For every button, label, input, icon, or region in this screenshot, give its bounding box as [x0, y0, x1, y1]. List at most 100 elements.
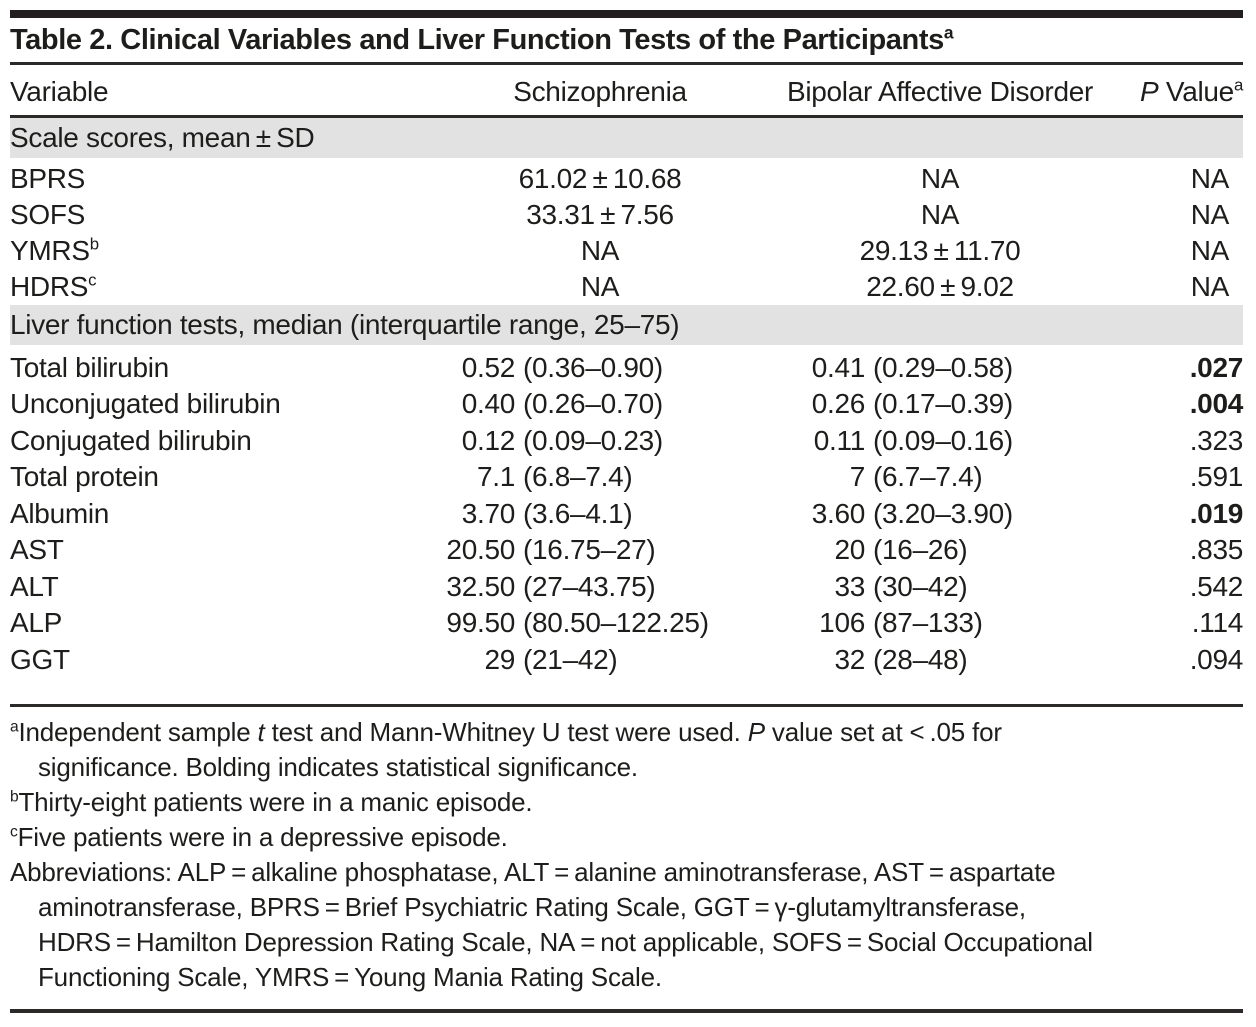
divider-above-footnotes — [10, 704, 1243, 707]
cell-bipolar: 0.26 (0.17–0.39) — [811, 388, 1014, 420]
table-row: Conjugated bilirubin 0.12 (0.09–0.23) 0.1… — [10, 423, 1243, 460]
cell-variable: Total bilirubin — [10, 351, 169, 383]
cell-bipolar: 106 (87–133) — [819, 607, 983, 639]
pvalue-footnote-marker: a — [1233, 75, 1243, 95]
section-row-scale-scores: Scale scores, mean ± SD — [10, 117, 1243, 158]
cell-variable: ALP — [10, 607, 63, 639]
column-header-row: Variable Schizophrenia Bipolar Affective… — [10, 65, 1243, 115]
cell-schizophrenia: 0.12 (0.09–0.23) — [461, 424, 664, 456]
table-row: HDRSc NA 22.60 ± 9.02 NA — [10, 269, 1243, 305]
table-title-footnote-marker: a — [943, 22, 954, 43]
cell-variable: AST — [10, 534, 64, 566]
cell-schizophrenia: 32.50 (27–43.75) — [446, 570, 656, 602]
cell-pvalue: .835 — [1189, 534, 1244, 566]
cell-variable: Unconjugated bilirubin — [10, 388, 281, 420]
cell-variable: SOFS — [10, 198, 86, 230]
cell-schizophrenia: NA — [580, 234, 620, 266]
cell-schizophrenia: 0.40 (0.26–0.70) — [461, 388, 664, 420]
abbreviations-line2: aminotransferase, BPRS = Brief Psychiatr… — [38, 892, 1026, 922]
table-row: ALP 99.50 (80.50–122.25) 106 (87–133) .114 — [10, 605, 1243, 642]
cell-schizophrenia: 29 (21–42) — [484, 643, 618, 675]
cell-pvalue: .591 — [1189, 461, 1244, 493]
cell-bipolar: 33 (30–42) — [834, 570, 968, 602]
cell-pvalue: .019 — [1189, 497, 1244, 529]
footnote-a-line2: significance. Bolding indicates statisti… — [38, 752, 638, 782]
cell-schizophrenia: 33.31 ± 7.56 — [526, 198, 674, 230]
footnote-a-line1: aIndependent sample t test and Mann-Whit… — [10, 717, 1002, 747]
footnote-b-marker: b — [10, 788, 19, 806]
cell-schizophrenia: 99.50 (80.50–122.25) — [446, 607, 709, 639]
cell-bipolar: NA — [920, 162, 960, 194]
cell-bipolar: 7 (6.7–7.4) — [849, 461, 983, 493]
cell-pvalue: NA — [1190, 234, 1230, 266]
cell-pvalue: NA — [1190, 162, 1230, 194]
cell-schizophrenia: 7.1 (6.8–7.4) — [476, 461, 633, 493]
table-row: GGT 29 (21–42) 32 (28–48) .094 — [10, 642, 1243, 679]
scale-scores-rows: BPRS 61.02 ± 10.68 NA NA SOFS 33.31 ± 7.… — [10, 161, 1243, 305]
cell-schizophrenia: NA — [580, 270, 620, 302]
table-top-border — [10, 10, 1243, 18]
footnote-c: cFive patients were in a depressive epis… — [10, 822, 508, 852]
footnote-b: bThirty-eight patients were in a manic e… — [10, 787, 533, 817]
cell-pvalue: .542 — [1189, 570, 1244, 602]
row-footnote-marker: c — [88, 270, 97, 290]
cell-variable: Albumin — [10, 497, 110, 529]
table-row: SOFS 33.31 ± 7.56 NA NA — [10, 197, 1243, 233]
cell-variable: YMRSb — [10, 234, 99, 266]
cell-bipolar: NA — [920, 198, 960, 230]
section-label: Scale scores, mean ± SD — [10, 121, 315, 153]
cell-schizophrenia: 3.70 (3.6–4.1) — [461, 497, 633, 529]
cell-schizophrenia: 0.52 (0.36–0.90) — [461, 351, 664, 383]
table-title: Table 2. Clinical Variables and Liver Fu… — [10, 18, 1243, 62]
column-header-variable: Variable — [10, 76, 109, 107]
abbreviations-line3: HDRS = Hamilton Depression Rating Scale,… — [38, 927, 1093, 957]
liver-function-rows: Total bilirubin 0.52 (0.36–0.90) 0.41 (0.2… — [10, 350, 1243, 679]
pvalue-p-italic: P — [1140, 76, 1159, 107]
cell-bipolar: 22.60 ± 9.02 — [866, 270, 1014, 302]
cell-bipolar: 3.60 (3.20–3.90) — [811, 497, 1014, 529]
cell-bipolar: 29.13 ± 11.70 — [859, 234, 1021, 266]
footnote-c-marker: c — [10, 823, 18, 841]
column-header-pvalue: P Valuea — [1110, 76, 1243, 108]
cell-bipolar: 0.11 (0.09–0.16) — [813, 424, 1013, 456]
cell-pvalue: .004 — [1189, 388, 1244, 420]
footnotes: aIndependent sample t test and Mann-Whit… — [10, 715, 1243, 995]
cell-schizophrenia: 20.50 (16.75–27) — [446, 534, 656, 566]
cell-pvalue: NA — [1190, 270, 1230, 302]
section-label: Liver function tests, median (interquart… — [10, 308, 680, 340]
cell-variable: BPRS — [10, 162, 86, 194]
cell-variable: Conjugated bilirubin — [10, 424, 252, 456]
table-row: YMRSb NA 29.13 ± 11.70 NA — [10, 233, 1243, 269]
footnote-a-marker: a — [10, 718, 19, 736]
cell-pvalue: .094 — [1189, 643, 1244, 675]
abbreviations-line4: Functioning Scale, YMRS = Young Mania Ra… — [38, 962, 662, 992]
column-header-bipolar: Bipolar Affective Disorder — [786, 76, 1094, 107]
table-row: Unconjugated bilirubin 0.40 (0.26–0.70) 0… — [10, 386, 1243, 423]
divider-under-header — [10, 115, 1243, 118]
cell-bipolar: 0.41 (0.29–0.58) — [811, 351, 1014, 383]
table-row: Total bilirubin 0.52 (0.36–0.90) 0.41 (0.2… — [10, 350, 1243, 387]
cell-bipolar: 20 (16–26) — [834, 534, 968, 566]
cell-pvalue: .114 — [1191, 607, 1244, 639]
table-title-text: Table 2. Clinical Variables and Liver Fu… — [10, 24, 944, 56]
cell-variable: GGT — [10, 643, 70, 675]
table-row: Total protein 7.1 (6.8–7.4) 7 (6.7–7.4) .5… — [10, 459, 1243, 496]
table-row: ALT 32.50 (27–43.75) 33 (30–42) .542 — [10, 569, 1243, 606]
cell-schizophrenia: 61.02 ± 10.68 — [518, 162, 682, 194]
pvalue-rest: Value — [1158, 76, 1234, 107]
cell-variable: Total protein — [10, 461, 159, 493]
cell-pvalue: .323 — [1189, 424, 1244, 456]
cell-pvalue: .027 — [1189, 351, 1244, 383]
cell-variable: ALT — [10, 570, 59, 602]
cell-bipolar: 32 (28–48) — [834, 643, 968, 675]
row-footnote-marker: b — [89, 234, 99, 254]
table-row: Albumin 3.70 (3.6–4.1) 3.60 (3.20–3.90) .0… — [10, 496, 1243, 533]
divider-under-title — [10, 62, 1243, 65]
column-header-schizophrenia: Schizophrenia — [513, 76, 687, 107]
table-row: AST 20.50 (16.75–27) 20 (16–26) .835 — [10, 532, 1243, 569]
table-row: BPRS 61.02 ± 10.68 NA NA — [10, 161, 1243, 197]
abbreviations-line1: Abbreviations: ALP = alkaline phosphatas… — [10, 857, 1056, 887]
section-row-liver-function: Liver function tests, median (interquart… — [10, 304, 1243, 345]
cell-variable: HDRSc — [10, 270, 97, 302]
